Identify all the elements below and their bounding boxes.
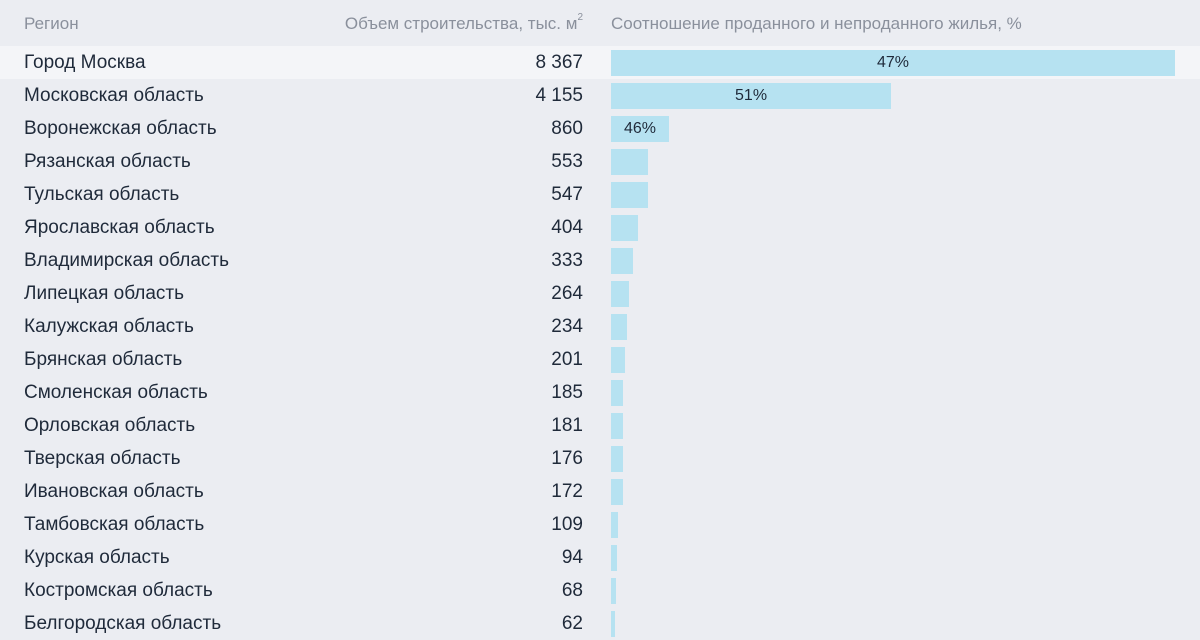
header-volume-superscript: 2 [577, 12, 583, 23]
header-volume-label: Объем строительства, тыс. м [344, 14, 578, 33]
ratio-bar [611, 248, 634, 274]
ratio-bar [611, 380, 624, 406]
region-name: Смоленская область [24, 382, 208, 403]
table-row: Московская область 4 155 51% [0, 79, 1200, 112]
table-row: Орловская область 181 [0, 409, 1200, 442]
ratio-bar [611, 215, 639, 241]
volume-value: 4 155 [535, 85, 583, 106]
table-row: Тамбовская область 109 [0, 508, 1200, 541]
region-name: Орловская область [24, 415, 196, 436]
table-row: Ярославская область 404 [0, 211, 1200, 244]
ratio-bar [611, 149, 649, 175]
table-row: Город Москва 8 367 47% [0, 46, 1200, 79]
region-name: Тульская область [24, 184, 180, 205]
region-name: Московская область [24, 85, 204, 106]
region-name: Костромская область [24, 580, 213, 601]
volume-value: 176 [551, 448, 583, 469]
ratio-bar [611, 281, 629, 307]
region-name: Тамбовская область [24, 514, 205, 535]
volume-value: 62 [561, 613, 583, 634]
table-row: Брянская область 201 [0, 343, 1200, 376]
bar-percent-label: 51% [735, 87, 768, 104]
volume-value: 264 [551, 283, 583, 304]
ratio-bar [611, 545, 618, 571]
header-ratio: Соотношение проданного и непроданного жи… [611, 14, 1022, 33]
table-row: Рязанская область 553 [0, 145, 1200, 178]
table-row: Смоленская область 185 [0, 376, 1200, 409]
ratio-bar [611, 182, 648, 208]
volume-value: 333 [551, 250, 583, 271]
ratio-bar [611, 50, 1175, 76]
region-name: Калужская область [24, 316, 194, 337]
region-name: Ярославская область [24, 217, 215, 238]
volume-value: 181 [551, 415, 583, 436]
header-region: Регион [24, 14, 79, 33]
ratio-bar [611, 314, 627, 340]
volume-value: 234 [551, 316, 583, 337]
volume-value: 185 [551, 382, 583, 403]
table-row: Липецкая область 264 [0, 277, 1200, 310]
ratio-bar [611, 512, 619, 538]
ratio-bar [611, 116, 669, 142]
volume-value: 94 [561, 547, 583, 568]
table-row: Тульская область 547 [0, 178, 1200, 211]
ratio-bar [611, 347, 625, 373]
region-name: Ивановская область [24, 481, 204, 502]
region-name: Тверская область [24, 448, 181, 469]
region-name: Брянская область [24, 349, 183, 370]
volume-value: 547 [551, 184, 583, 205]
table-row: Тверская область 176 [0, 442, 1200, 475]
volume-value: 860 [551, 118, 583, 139]
region-name: Рязанская область [24, 151, 191, 172]
region-name: Липецкая область [24, 283, 185, 304]
table-row: Курская область 94 [0, 541, 1200, 574]
volume-value: 553 [551, 151, 583, 172]
header-volume: Объем строительства, тыс. м2 [344, 12, 583, 34]
bar-percent-label: 46% [623, 120, 656, 137]
table-row: Белгородская область 62 [0, 607, 1200, 640]
region-name: Владимирская область [24, 250, 229, 271]
table-row: Костромская область 68 [0, 574, 1200, 607]
ratio-bar [611, 413, 624, 439]
volume-value: 201 [551, 349, 583, 370]
region-name: Курская область [24, 547, 170, 568]
volume-value: 404 [551, 217, 583, 238]
table-row: Воронежская область 860 46% [0, 112, 1200, 145]
volume-value: 8 367 [535, 52, 583, 73]
volume-value: 172 [551, 481, 583, 502]
region-name: Воронежская область [24, 118, 217, 139]
volume-value: 68 [561, 580, 583, 601]
table-row: Ивановская область 172 [0, 475, 1200, 508]
ratio-bar [611, 479, 623, 505]
ratio-bar [611, 83, 892, 109]
table-row: Калужская область 234 [0, 310, 1200, 343]
volume-value: 109 [551, 514, 583, 535]
region-name: Белгородская область [24, 613, 222, 634]
table-header: Регион Объем строительства, тыс. м2 Соот… [0, 0, 1200, 46]
bar-percent-label: 47% [876, 54, 910, 71]
table-row: Владимирская область 333 [0, 244, 1200, 277]
ratio-bar [611, 446, 623, 472]
ratio-bar [611, 578, 616, 604]
region-name: Город Москва [24, 52, 146, 73]
ratio-bar [611, 611, 616, 637]
